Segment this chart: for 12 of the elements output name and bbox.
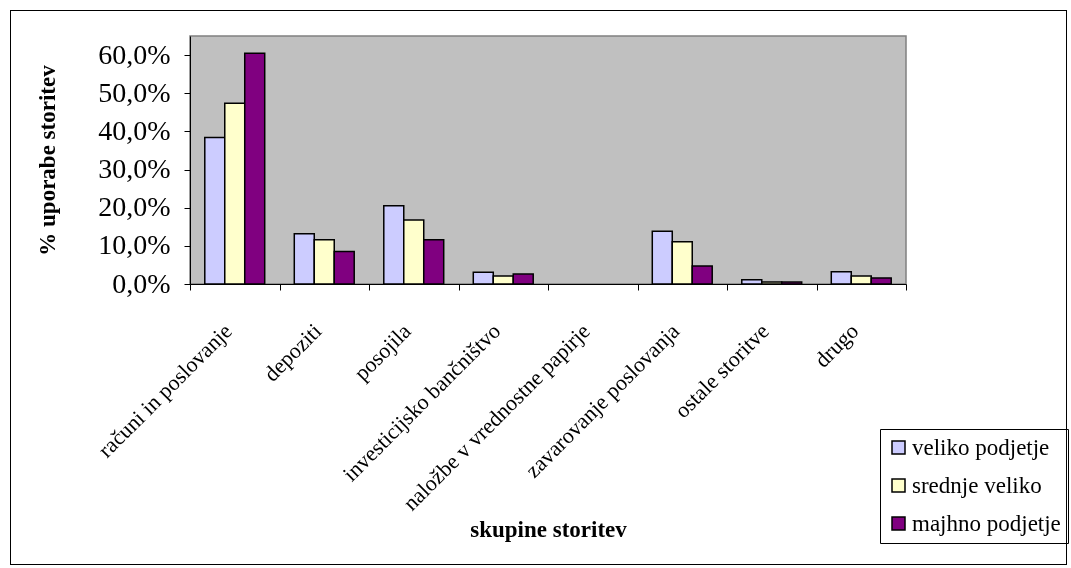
y-tick-label: 10,0% <box>98 229 171 261</box>
legend-label: veliko podjetje <box>912 434 1050 460</box>
y-axis-title: % uporabe storitev <box>35 64 61 256</box>
y-tick-label: 60,0% <box>98 38 171 70</box>
y-tick-label: 0,0% <box>112 267 171 299</box>
y-tick-label: 40,0% <box>98 114 171 146</box>
y-tick-label: 20,0% <box>98 191 171 223</box>
x-axis-title: skupine storitev <box>470 516 628 542</box>
legend-label: majhno podjetje <box>912 510 1061 536</box>
y-tick-label: 50,0% <box>98 76 171 108</box>
y-tick-label: 30,0% <box>98 153 171 185</box>
legend-label: srednje veliko <box>912 472 1042 498</box>
